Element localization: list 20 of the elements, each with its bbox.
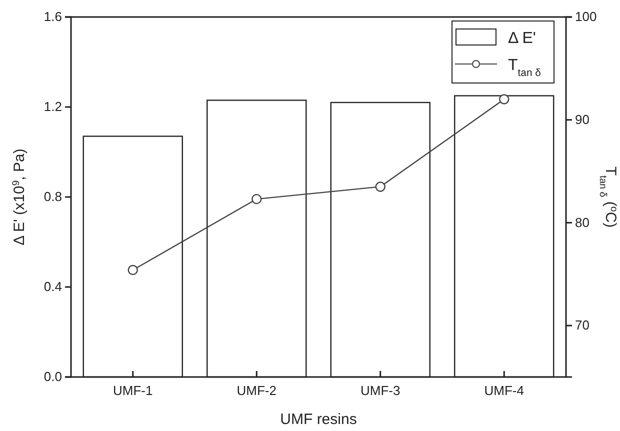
y-tick-label: 1.6 (44, 9, 62, 24)
x-tick-label: UMF-4 (484, 383, 524, 398)
y-tick-label: 0.8 (44, 189, 62, 204)
x-tick-label: UMF-3 (360, 383, 400, 398)
y2-tick-label: 80 (575, 214, 590, 230)
x-tick-label: UMF-1 (113, 383, 153, 398)
point (128, 264, 138, 276)
point (499, 94, 510, 104)
legend-label: Δ E' (508, 30, 536, 47)
point (252, 194, 262, 204)
y2-tick-label: 100 (575, 9, 597, 24)
x-axis-title: UMF resins (280, 411, 357, 428)
y-tick-label: 1.2 (44, 99, 62, 114)
y-tick-label: 0.4 (44, 279, 62, 294)
x-tick-label: UMF-2 (236, 383, 276, 398)
y2-tick-label: 70 (575, 318, 590, 333)
y-tick-label: 0.0 (44, 369, 62, 384)
y2-tick-label: 90 (575, 112, 590, 128)
legend-label: T$_{tan δ}$ (508, 57, 542, 78)
point (375, 182, 386, 192)
